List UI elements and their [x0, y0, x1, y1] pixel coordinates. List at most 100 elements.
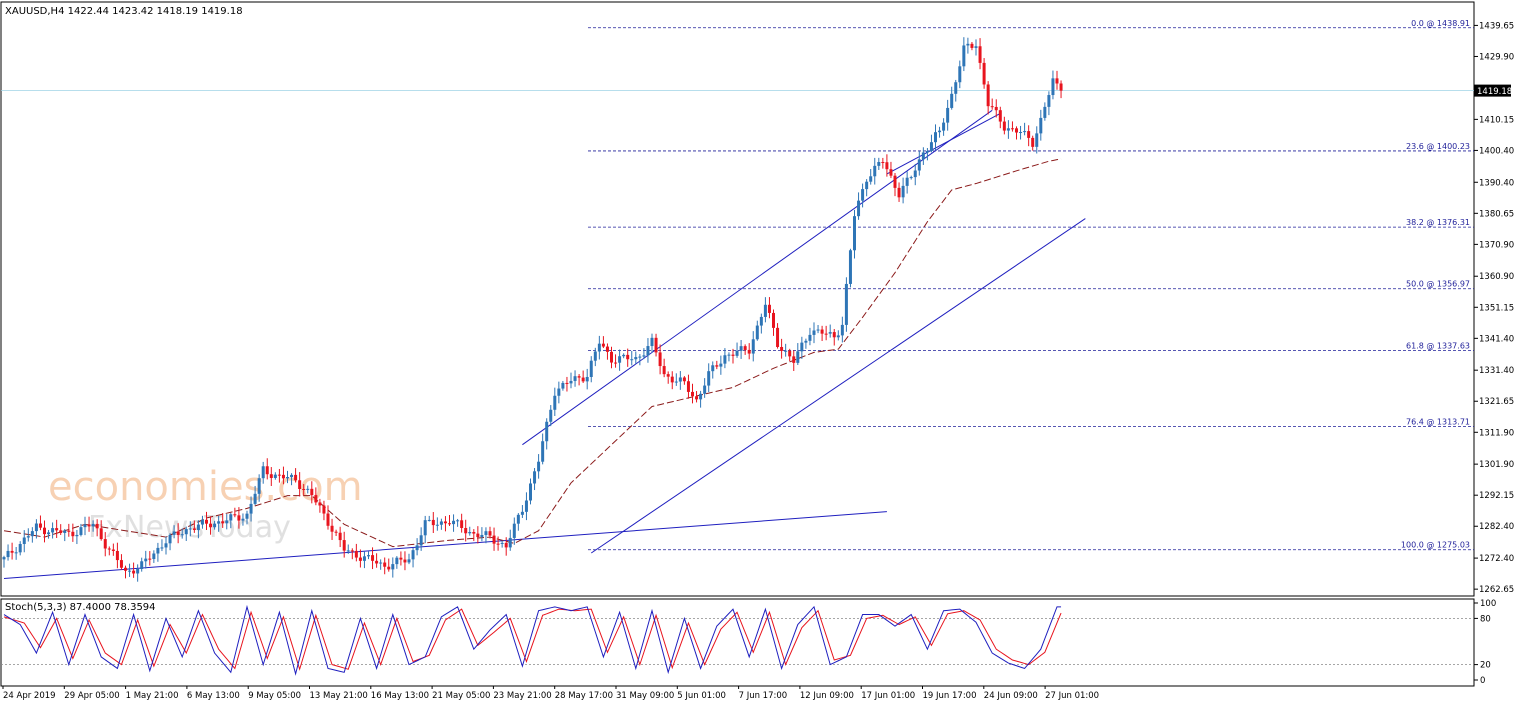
candle-body [59, 530, 63, 533]
candle-body [873, 165, 877, 177]
price-tick-label: 1370.90 [1479, 240, 1514, 250]
candle-body [504, 542, 508, 548]
candle-body [877, 162, 881, 166]
candle-body [585, 376, 589, 382]
candle-body [844, 283, 848, 325]
trendline-support-long [3, 511, 887, 579]
candle-body [184, 529, 188, 535]
candle-body [192, 528, 196, 530]
candle-body [889, 169, 893, 176]
candle-body [375, 560, 379, 564]
candle-body [610, 351, 613, 363]
candle-body [358, 557, 362, 561]
candle-body [686, 381, 690, 392]
candle-body [994, 106, 998, 111]
candle-body [857, 200, 861, 217]
candle-body [188, 528, 192, 530]
candle-body [893, 175, 897, 188]
price-tick-label: 1400.40 [1479, 146, 1514, 156]
candle-body [658, 352, 662, 367]
candle-body [391, 564, 395, 570]
time-tick-label: 7 Jun 17:00 [739, 691, 788, 701]
candle-body [342, 540, 346, 551]
time-tick-label: 21 May 05:00 [432, 691, 490, 701]
candle-body [565, 382, 569, 384]
symbol-header: XAUUSD,H4 1422.44 1423.42 1418.19 1419.1… [5, 6, 243, 17]
candle-body [423, 520, 427, 536]
candle-body [103, 539, 107, 549]
candle-body [249, 503, 253, 514]
time-tick-label: 6 May 13:00 [187, 691, 240, 701]
candle-body [314, 495, 318, 503]
candle-body [488, 531, 492, 536]
candle-body [448, 523, 451, 525]
candle-body [735, 350, 739, 356]
stoch-main-line [3, 604, 1062, 676]
candle-body [318, 502, 322, 506]
candle-body [286, 477, 289, 479]
candle-body [614, 362, 618, 364]
candle-body [99, 528, 103, 540]
candle-body [34, 523, 38, 532]
candle-body [520, 511, 524, 515]
candle-body [1015, 128, 1018, 133]
candle-body [115, 550, 119, 561]
time-tick-label: 29 Apr 05:00 [64, 691, 119, 701]
candle-body [1027, 131, 1031, 138]
candle-body [496, 543, 500, 545]
candle-body [1010, 128, 1014, 130]
candle-body [840, 324, 844, 336]
candle-body [338, 532, 342, 541]
candle-body [978, 46, 982, 63]
candle-body [180, 534, 184, 536]
candle-body [618, 356, 622, 363]
candle-body [561, 382, 565, 389]
candle-body [533, 471, 537, 484]
time-tick-label: 17 Jun 01:00 [861, 691, 915, 701]
candle-body [662, 366, 666, 375]
candle-body [666, 374, 670, 377]
candle-body [237, 515, 241, 521]
candle-body [682, 377, 686, 382]
candle-body [901, 185, 905, 198]
candle-body [67, 530, 71, 532]
candle-body [119, 560, 123, 568]
price-tick-label: 1390.40 [1479, 178, 1514, 188]
candle-body [759, 316, 763, 326]
candle-body [950, 93, 954, 108]
candle-body [136, 568, 140, 574]
candle-body [51, 528, 55, 533]
stoch-tick-label: 100 [1480, 599, 1496, 609]
candle-body [921, 152, 925, 160]
candle-body [541, 441, 545, 462]
fib-level-label: 76.4 @ 1313.71 [1406, 418, 1470, 427]
candle-body [796, 351, 800, 363]
candle-body [87, 524, 91, 527]
candle-body [168, 534, 172, 544]
price-tick-label: 1311.90 [1479, 428, 1514, 438]
candle-body [695, 396, 699, 400]
time-tick-label: 31 May 09:00 [616, 691, 674, 701]
candle-body [196, 524, 200, 530]
candle-body [529, 483, 532, 501]
candle-body [14, 552, 18, 554]
candle-body [634, 357, 638, 360]
price-tick-label: 1301.90 [1479, 460, 1514, 470]
candle-body [577, 376, 581, 378]
candle-body [549, 409, 553, 422]
candle-body [557, 388, 561, 396]
candle-body [723, 355, 727, 364]
candle-body [545, 421, 549, 442]
candle-body [715, 365, 719, 367]
candle-body [642, 355, 646, 357]
current-price-badge [1474, 84, 1511, 97]
time-tick-label: 27 Jun 01:00 [1045, 691, 1099, 701]
time-tick-label: 12 Jun 09:00 [800, 691, 854, 701]
candle-body [1059, 83, 1063, 91]
candle-body [970, 43, 974, 48]
candle-body [1002, 121, 1006, 131]
price-tick-label: 1341.40 [1479, 334, 1514, 344]
candle-body [229, 514, 233, 521]
candle-body [622, 354, 626, 357]
candle-body [751, 339, 755, 354]
